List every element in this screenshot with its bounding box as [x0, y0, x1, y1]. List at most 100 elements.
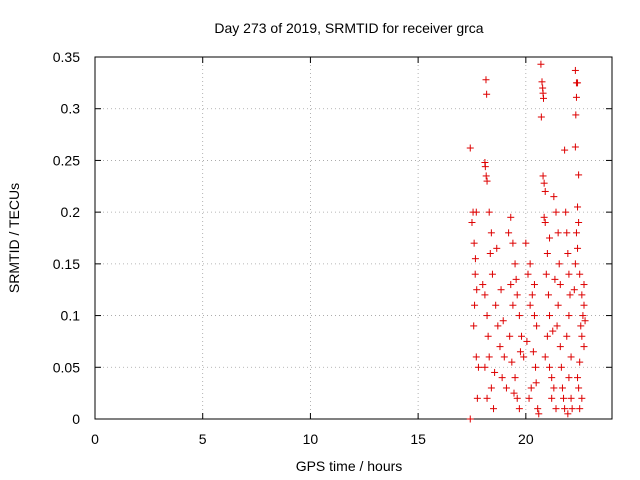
data-point	[556, 343, 564, 351]
data-point	[581, 317, 589, 325]
grid-lines	[95, 57, 612, 419]
data-point	[520, 353, 528, 361]
data-point	[539, 172, 547, 180]
data-point	[532, 379, 540, 387]
data-point	[541, 353, 549, 361]
data-point	[510, 389, 518, 397]
data-point	[483, 394, 491, 402]
data-point	[498, 374, 506, 382]
x-axis-ticks: 0 5 10 15 20	[91, 57, 534, 447]
data-point	[574, 79, 582, 87]
data-point	[537, 60, 545, 68]
data-point	[555, 260, 563, 268]
data-point	[541, 187, 549, 195]
y-tick-label: 0.25	[53, 152, 80, 168]
data-point	[565, 270, 573, 278]
data-point	[490, 405, 498, 413]
data-point	[497, 286, 505, 294]
data-point	[529, 348, 537, 356]
y-tick-label: 0	[72, 411, 80, 427]
data-point	[483, 90, 491, 98]
data-point	[552, 208, 560, 216]
data-point	[561, 405, 569, 413]
data-point	[505, 229, 513, 237]
data-point	[565, 312, 573, 320]
data-point	[487, 384, 495, 392]
data-point	[518, 332, 526, 340]
data-point	[473, 286, 481, 294]
data-point	[507, 281, 515, 289]
data-point	[515, 312, 523, 320]
data-point	[530, 312, 538, 320]
y-tick-label: 0.3	[61, 101, 81, 117]
data-point	[528, 291, 536, 299]
data-point	[562, 208, 570, 216]
data-point	[574, 244, 582, 252]
data-point	[481, 163, 489, 171]
data-point	[557, 363, 565, 371]
data-point	[508, 358, 516, 366]
data-point	[526, 260, 534, 268]
data-point	[578, 291, 586, 299]
data-point	[578, 394, 586, 402]
data-point	[553, 322, 561, 330]
data-point	[513, 291, 521, 299]
x-tick-label: 5	[199, 431, 207, 447]
data-point	[560, 394, 568, 402]
data-point	[471, 301, 479, 309]
data-point	[511, 374, 519, 382]
data-point	[539, 94, 547, 102]
data-point	[491, 368, 499, 376]
data-point	[493, 244, 501, 252]
data-point	[563, 229, 571, 237]
data-point	[515, 405, 523, 413]
data-point	[575, 218, 583, 226]
data-point	[473, 394, 481, 402]
data-point	[580, 281, 588, 289]
data-point	[466, 415, 474, 423]
data-point	[484, 332, 492, 340]
data-point	[472, 353, 480, 361]
data-point	[470, 239, 478, 247]
data-point	[468, 218, 476, 226]
data-point	[554, 301, 562, 309]
data-point	[485, 353, 493, 361]
data-point	[564, 410, 572, 418]
data-point	[523, 337, 531, 345]
data-point	[556, 281, 564, 289]
data-point	[496, 343, 504, 351]
data-point	[565, 374, 573, 382]
data-point	[544, 291, 552, 299]
data-point	[566, 291, 574, 299]
data-point	[526, 301, 534, 309]
data-point	[576, 358, 584, 366]
data-point	[570, 286, 578, 294]
data-point	[543, 332, 551, 340]
data-point	[574, 203, 582, 211]
data-point	[534, 405, 542, 413]
data-point	[474, 363, 482, 371]
data-point	[492, 301, 500, 309]
data-point	[535, 410, 543, 418]
data-point	[512, 275, 520, 283]
x-tick-label: 0	[91, 431, 99, 447]
data-point	[525, 394, 533, 402]
data-point	[548, 394, 556, 402]
data-point	[532, 363, 540, 371]
data-point	[574, 374, 582, 382]
y-tick-label: 0.05	[53, 359, 80, 375]
data-point	[567, 394, 575, 402]
data-point	[522, 239, 530, 247]
data-point	[572, 93, 580, 101]
data-point	[579, 312, 587, 320]
data-point	[542, 270, 550, 278]
y-tick-label: 0.35	[53, 49, 80, 65]
data-point	[567, 353, 575, 361]
data-point	[571, 143, 579, 151]
data-point	[548, 374, 556, 382]
data-point	[561, 146, 569, 154]
data-point	[486, 250, 494, 258]
y-tick-label: 0.1	[61, 308, 81, 324]
data-point	[507, 213, 515, 221]
data-point	[554, 229, 562, 237]
